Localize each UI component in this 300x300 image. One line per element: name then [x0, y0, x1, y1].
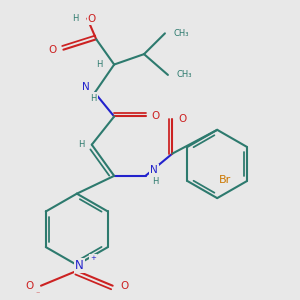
Text: Br: Br — [218, 175, 231, 184]
Text: O: O — [26, 281, 34, 291]
Text: O: O — [179, 114, 187, 124]
Text: H: H — [72, 14, 79, 23]
Text: O: O — [152, 112, 160, 122]
Text: O: O — [88, 14, 96, 23]
Text: CH₃: CH₃ — [174, 29, 189, 38]
Text: O: O — [120, 281, 128, 291]
Text: O: O — [49, 45, 57, 55]
Text: N: N — [75, 259, 84, 272]
Text: H: H — [96, 60, 102, 69]
Text: N: N — [150, 165, 158, 175]
Text: H: H — [152, 177, 158, 186]
Text: H: H — [78, 140, 85, 149]
Text: ⁻: ⁻ — [36, 290, 40, 298]
Text: H: H — [90, 94, 97, 103]
Text: CH₃: CH₃ — [177, 70, 192, 80]
Text: +: + — [90, 255, 96, 261]
Text: N: N — [82, 82, 90, 92]
